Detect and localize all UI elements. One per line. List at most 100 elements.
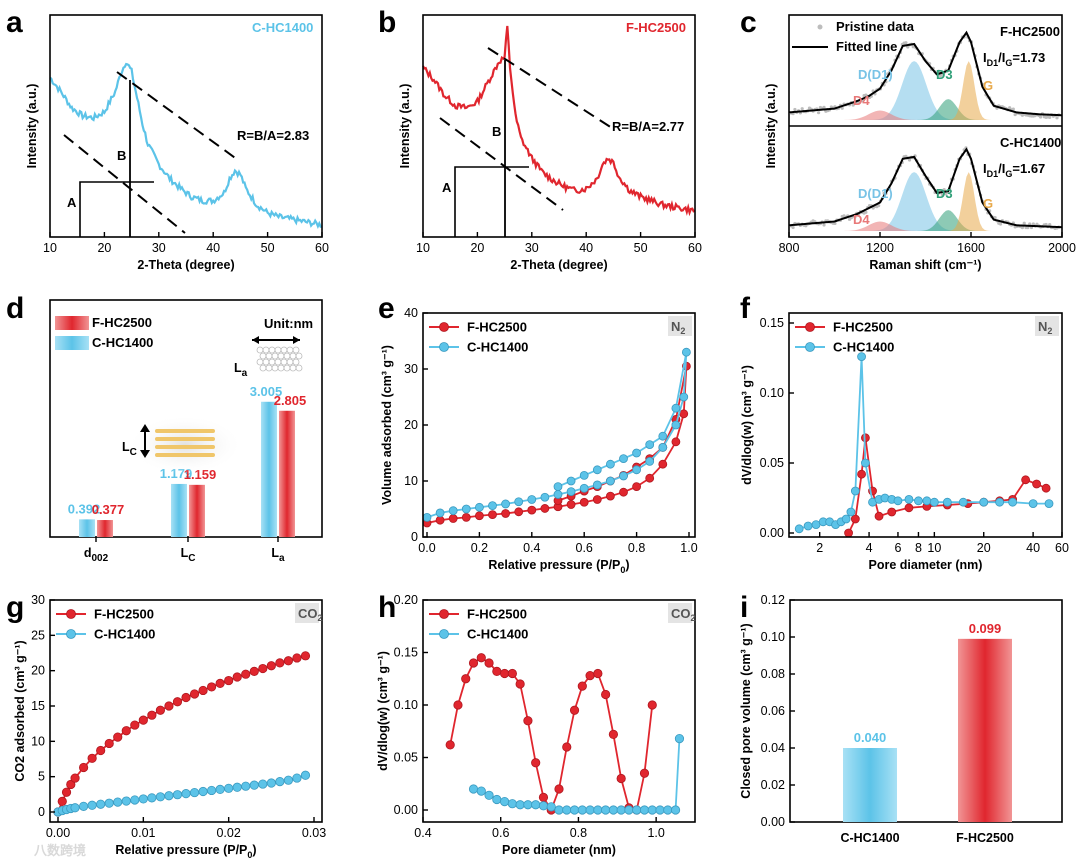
g-xtick-label: 0.03 bbox=[302, 826, 326, 840]
data-point-F-HC2500 bbox=[448, 514, 458, 523]
data-point-C-HC1400 bbox=[566, 476, 576, 486]
data-point-C-HC1400 bbox=[70, 803, 80, 813]
ylabel-a: Intensity (a.u.) bbox=[25, 84, 39, 169]
category-label-C-HC1400: C-HC1400 bbox=[840, 831, 899, 845]
xlabel-b: 2-Theta (degree) bbox=[510, 258, 607, 272]
dash-upper-b bbox=[487, 47, 613, 129]
data-point-C-HC1400 bbox=[893, 496, 903, 506]
band-label-D(D1): D(D1) bbox=[858, 186, 893, 201]
data-point-C-HC1400 bbox=[592, 465, 602, 475]
panel-b: b 10 20 30 40 50 60 2-Theta (degree) Intensity (… bbox=[378, 6, 702, 272]
data-point-F-HC2500 bbox=[1032, 479, 1041, 489]
data-point-F-HC2500 bbox=[566, 500, 576, 509]
panel-label-d: d bbox=[6, 292, 24, 325]
data-point-C-HC1400 bbox=[619, 471, 628, 481]
f-ytick-label: 0.05 bbox=[760, 456, 784, 470]
a-xtick-label: 40 bbox=[206, 241, 220, 255]
ratio-part: D1 bbox=[987, 169, 999, 179]
i-ytick-label: 0.04 bbox=[761, 741, 785, 755]
data-point-F-HC2500 bbox=[850, 514, 860, 524]
data-point-C-HC1400 bbox=[929, 497, 939, 507]
data-point-C-HC1400 bbox=[922, 496, 932, 506]
value-C-HC1400-La: 3.005 bbox=[250, 384, 283, 399]
data-point-F-HC2500 bbox=[435, 515, 445, 525]
ratio-F-HC2500: ID1/IG=1.73 bbox=[983, 50, 1045, 68]
dash-lower-b bbox=[439, 117, 564, 211]
g-xtick-label: 0.01 bbox=[131, 826, 155, 840]
la-lattice-atom bbox=[292, 346, 300, 354]
data-point-F-HC2500 bbox=[164, 701, 174, 711]
category-label-LC: LC bbox=[181, 546, 196, 564]
la-lattice-atom bbox=[283, 364, 291, 372]
data-point-F-HC2500 bbox=[874, 511, 884, 521]
data-point-F-HC2500 bbox=[198, 685, 208, 696]
pristine-point bbox=[800, 107, 804, 111]
panel-c: c 800 1200 1600 2000 Raman shift (cm⁻¹) Intens… bbox=[740, 6, 1076, 272]
data-point-F-HC2500 bbox=[671, 437, 681, 447]
data-point-C-HC1400 bbox=[79, 801, 89, 811]
data-point-C-HC1400 bbox=[671, 403, 681, 413]
data-point-C-HC1400 bbox=[663, 805, 673, 815]
b-xtick-label: 40 bbox=[579, 241, 593, 255]
ylabel-f: dV/dlog(w) (cm³ g⁻¹) bbox=[740, 365, 754, 485]
pristine-point bbox=[864, 210, 868, 214]
a-xtick-label: 60 bbox=[315, 241, 329, 255]
data-point-C-HC1400 bbox=[474, 502, 484, 512]
panel-label-h: h bbox=[378, 591, 396, 624]
la-inset-label: La bbox=[234, 361, 248, 379]
data-point-C-HC1400 bbox=[501, 499, 511, 509]
data-point-C-HC1400 bbox=[904, 494, 914, 504]
bar-C-HC1400-La bbox=[261, 401, 277, 537]
c-xtick-label: 800 bbox=[779, 241, 800, 255]
data-point-F-HC2500 bbox=[904, 503, 914, 513]
data-point-C-HC1400 bbox=[608, 805, 619, 815]
xlabel-c: Raman shift (cm⁻¹) bbox=[869, 258, 981, 272]
bar-C-HC1400 bbox=[843, 748, 897, 822]
value-label-C-HC1400: 0.040 bbox=[854, 730, 887, 745]
la-lattice-atom bbox=[286, 346, 294, 354]
data-point-C-HC1400 bbox=[958, 497, 968, 507]
fitted-line-F-HC2500 bbox=[788, 30, 1063, 117]
data-point-C-HC1400 bbox=[679, 392, 689, 402]
band-label-D4: D4 bbox=[853, 212, 870, 227]
f-tag: N2 bbox=[1038, 319, 1052, 336]
panel-label-a: a bbox=[6, 6, 23, 39]
category-label-d002: d002 bbox=[84, 546, 109, 564]
data-point-C-HC1400 bbox=[258, 779, 268, 789]
data-point-C-HC1400 bbox=[1008, 497, 1018, 507]
unit-label: Unit:nm bbox=[264, 316, 313, 331]
lc-graphene-layer bbox=[155, 437, 215, 441]
data-point-C-HC1400 bbox=[198, 786, 208, 797]
legend-F-HC2500-label: F-HC2500 bbox=[467, 320, 527, 335]
la-lattice-atom bbox=[265, 352, 273, 360]
la-lattice-atom bbox=[289, 352, 297, 360]
h-xtick-label: 0.6 bbox=[492, 826, 509, 840]
data-point-C-HC1400 bbox=[241, 781, 251, 791]
f-xtick-label: 6 bbox=[894, 541, 901, 555]
data-point-F-HC2500 bbox=[266, 661, 276, 671]
data-point-C-HC1400 bbox=[1028, 499, 1038, 509]
b-xtick-label: 50 bbox=[634, 241, 648, 255]
data-point-F-HC2500 bbox=[857, 469, 866, 479]
data-point-C-HC1400 bbox=[606, 476, 615, 486]
band-label-D3: D3 bbox=[936, 186, 953, 201]
bar-C-HC1400-d002 bbox=[79, 519, 95, 537]
a-xtick-label: 50 bbox=[261, 241, 275, 255]
data-point-F-HC2500 bbox=[113, 732, 123, 742]
pristine-point bbox=[853, 215, 857, 219]
bar-F-HC2500-d002 bbox=[97, 520, 113, 537]
i-ytick-label: 0.10 bbox=[761, 630, 785, 644]
data-point-F-HC2500 bbox=[172, 697, 183, 707]
category-label-La: La bbox=[271, 546, 285, 564]
data-point-C-HC1400 bbox=[585, 805, 595, 815]
data-point-C-HC1400 bbox=[283, 775, 293, 785]
e-tag: N2 bbox=[671, 319, 685, 336]
data-point-C-HC1400 bbox=[249, 780, 259, 790]
data-point-C-HC1400 bbox=[616, 805, 626, 815]
b-xtick-label: 10 bbox=[416, 241, 430, 255]
title-b: F-HC2500 bbox=[626, 20, 686, 35]
data-point-C-HC1400 bbox=[155, 792, 165, 802]
la-lattice-atom bbox=[286, 358, 294, 366]
data-point-C-HC1400 bbox=[645, 456, 655, 466]
data-point-C-HC1400 bbox=[232, 782, 242, 792]
